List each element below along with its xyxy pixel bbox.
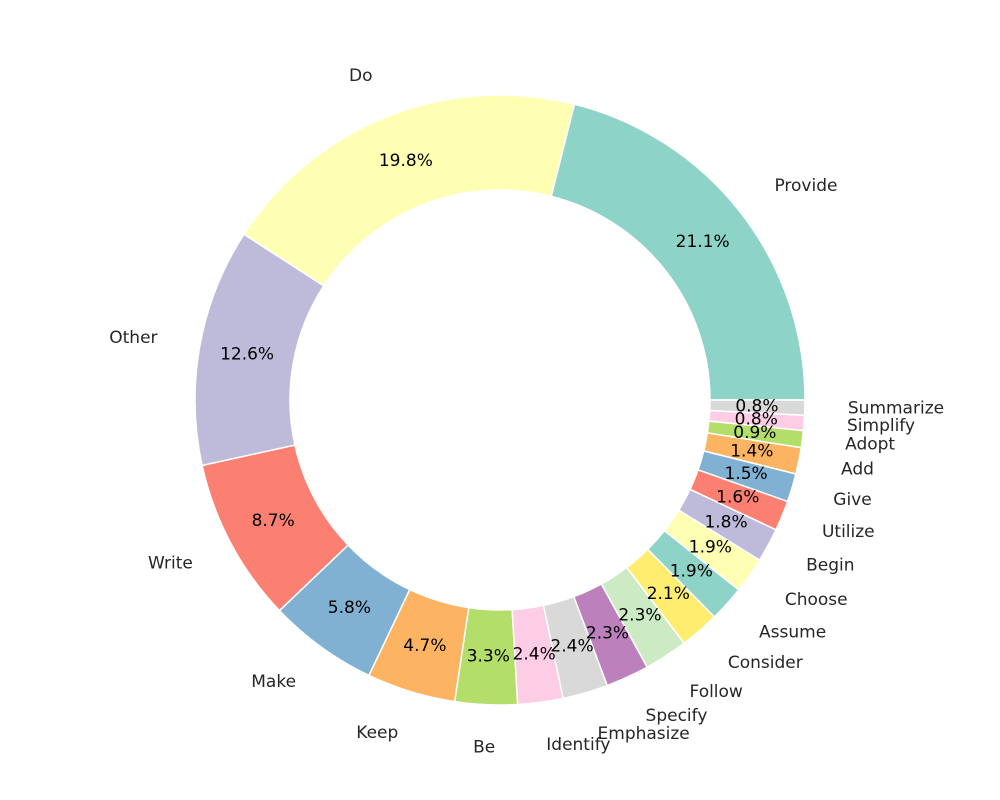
category-label-make: Make <box>251 672 296 692</box>
category-label-give: Give <box>833 490 871 510</box>
category-label-consider: Consider <box>728 653 803 673</box>
pct-label-provide: 21.1% <box>676 232 730 252</box>
slices-layer <box>194 94 806 706</box>
slice-do <box>242 94 576 287</box>
category-label-begin: Begin <box>806 556 854 576</box>
category-label-write: Write <box>148 554 193 574</box>
category-label-emphasize: Emphasize <box>598 724 690 744</box>
pct-label-emphasize: 2.4% <box>550 637 593 657</box>
category-label-assume: Assume <box>759 622 826 642</box>
category-label-provide: Provide <box>774 176 837 196</box>
pct-label-assume: 1.9% <box>670 562 713 582</box>
category-label-identify: Identify <box>546 735 610 755</box>
pct-label-keep: 4.7% <box>403 636 446 656</box>
category-label-adopt: Adopt <box>845 435 895 455</box>
pct-label-begin: 1.8% <box>704 512 747 532</box>
category-label-simplify: Simplify <box>847 416 915 436</box>
pct-label-summarize: 0.8% <box>735 396 778 416</box>
pct-label-utilize: 1.6% <box>716 488 759 508</box>
category-label-other: Other <box>109 328 157 348</box>
category-label-keep: Keep <box>356 723 398 743</box>
pct-label-choose: 1.9% <box>689 538 732 558</box>
category-label-be: Be <box>473 738 495 758</box>
category-labels-layer: Provide Do Other Write Make Keep Be IdentifyEmp… <box>109 66 944 757</box>
category-label-add: Add <box>841 459 874 479</box>
category-label-follow: Follow <box>690 682 743 702</box>
category-label-choose: Choose <box>785 590 848 610</box>
pct-label-consider: 2.1% <box>647 584 690 604</box>
pct-label-be: 3.3% <box>467 647 510 667</box>
category-label-utilize: Utilize <box>822 522 875 542</box>
category-label-specify: Specify <box>646 706 708 726</box>
pct-label-make: 5.8% <box>328 598 371 618</box>
pct-label-identify: 2.4% <box>513 645 556 665</box>
pct-label-write: 8.7% <box>252 511 295 531</box>
pct-label-give: 1.5% <box>725 464 768 484</box>
slice-provide <box>550 103 806 401</box>
pct-label-follow: 2.3% <box>618 606 661 626</box>
pct-label-add: 1.4% <box>730 441 773 461</box>
category-label-summarize: Summarize <box>848 399 944 419</box>
category-label-do: Do <box>349 66 373 86</box>
pct-label-do: 19.8% <box>379 151 433 171</box>
slice-summarize <box>708 399 806 417</box>
percent-labels-layer: 21.1%19.8%12.6%8.7%5.8%4.7%3.3% 2.4%2.4%2… <box>220 151 778 667</box>
pct-label-specify: 2.3% <box>586 623 629 643</box>
pct-label-adopt: 0.9% <box>733 423 776 443</box>
pct-label-other: 12.6% <box>220 344 274 364</box>
pct-label-simplify: 0.8% <box>735 409 778 429</box>
